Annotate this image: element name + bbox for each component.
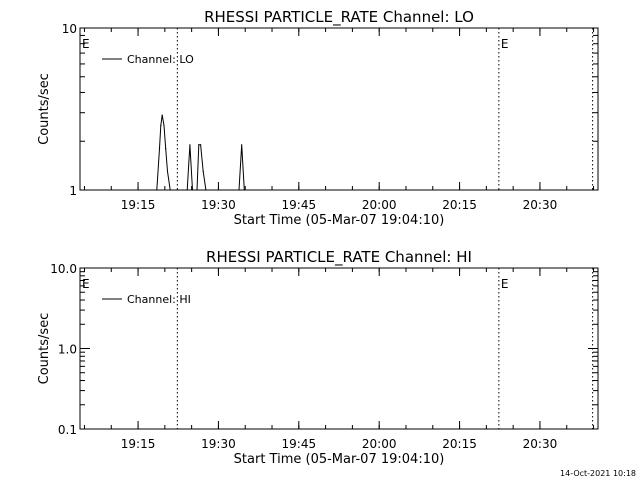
panel-1-data-point: [243, 189, 245, 191]
panel-2-y-tick-label: 0.1: [58, 423, 77, 437]
panel-1-data-point: [205, 189, 207, 191]
panel-1-x-tick-label: 20:30: [523, 198, 558, 212]
panel-1-event-marker-label: E: [82, 37, 90, 51]
panel-1-x-tick-label: 20:15: [442, 198, 477, 212]
panel-1-data-point: [160, 124, 162, 127]
panel-2-y-axis-label: Counts/sec: [37, 313, 52, 385]
panel-2-chart-title: RHESSI PARTICLE_RATE Channel: HI: [206, 248, 472, 267]
panel-1-data-point: [156, 189, 158, 191]
panel-1-event-marker-label: E: [501, 37, 509, 51]
panel-1-plot-frame: [79, 27, 599, 191]
panel-2-x-tick-label: 19:30: [201, 437, 236, 451]
panel-1-data-point: [165, 148, 167, 150]
panel-1-data-point: [196, 189, 198, 191]
panel-2-x-tick-label: 19:15: [121, 437, 156, 451]
panel-1-data-point: [238, 189, 240, 191]
panel-1-x-tick-label: 19:45: [282, 198, 317, 212]
panel-1-data-point: [198, 144, 200, 146]
panel-2-y-tick-label: 10.0: [50, 262, 77, 276]
panel-1-data-point: [161, 114, 163, 116]
panel-1-y-tick-label: 1: [69, 184, 77, 198]
panel-2-y-tick-label: 1.0: [58, 343, 77, 357]
panel-2-x-tick-label: 19:45: [282, 437, 317, 451]
panel-2-x-axis-label: Start Time (05-Mar-07 19:04:10): [234, 452, 445, 467]
panel-1-data-point: [169, 189, 171, 191]
panel-1-chart-title: RHESSI PARTICLE_RATE Channel: LO: [204, 8, 474, 27]
panel-1-x-tick-label: 19:15: [121, 198, 156, 212]
panel-1-legend-label: Channel: LO: [127, 53, 194, 66]
panel-1-x-axis-label: Start Time (05-Mar-07 19:04:10): [234, 213, 445, 228]
panel-2-x-tick-label: 20:30: [523, 437, 558, 451]
panel-1-x-tick-label: 19:30: [201, 198, 236, 212]
panel-1-data-point: [202, 170, 204, 173]
panel-1-series-line: [156, 115, 245, 191]
panel-1-data-point: [186, 189, 188, 191]
panel-2-event-marker-label: E: [82, 277, 90, 291]
panel-1-data-point: [191, 189, 194, 191]
panel-1-data-point: [199, 144, 202, 146]
panel-1-data-point: [241, 144, 243, 146]
panel-1-data-point: [163, 124, 165, 127]
panel-2-legend-label: Channel: HI: [127, 293, 191, 306]
panel-1-data-point: [166, 170, 169, 173]
panel-2-x-tick-label: 20:00: [362, 437, 397, 451]
panel-2-x-tick-label: 20:15: [442, 437, 477, 451]
panel-2-event-marker-label: E: [501, 277, 509, 291]
panel-1-data-point: [189, 144, 191, 146]
panel-1-y-tick-label: 10: [62, 22, 77, 36]
panel-1-y-axis-label: Counts/sec: [37, 73, 52, 145]
panel-1-x-tick-label: 20:00: [362, 198, 397, 212]
footer-timestamp: 14-Oct-2021 10:18: [560, 469, 636, 478]
panel-1-data-point: [158, 148, 161, 150]
